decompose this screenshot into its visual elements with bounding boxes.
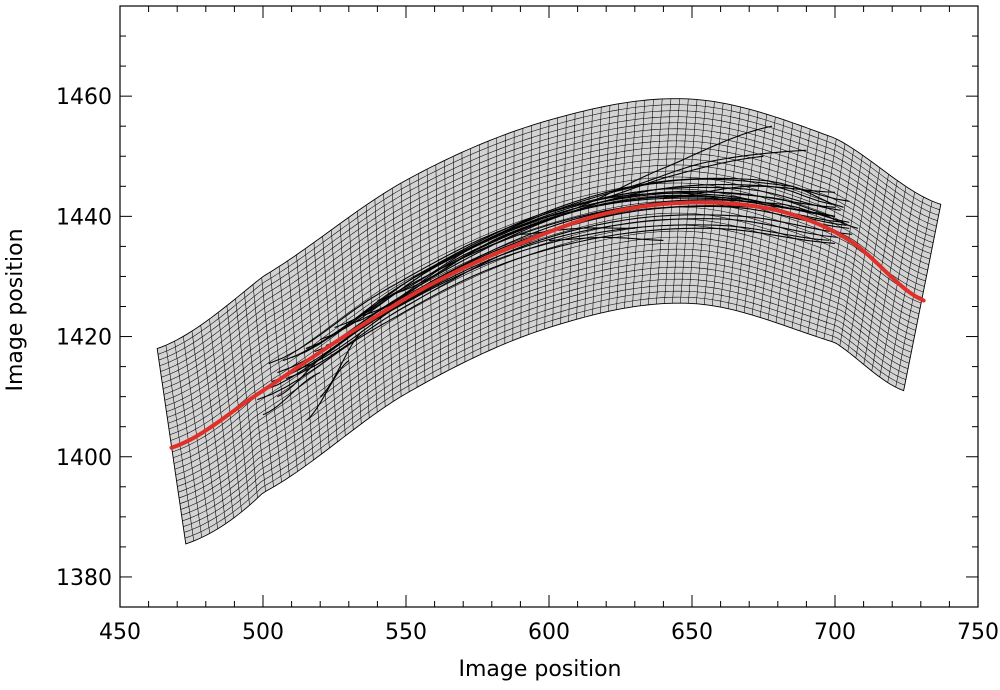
mesh-column-line [711,104,733,306]
mesh-column-line [313,242,330,449]
mesh-column-line [823,149,855,340]
mesh-column-line [261,277,282,483]
y-tick-label: 1380 [56,566,112,591]
mesh-column-line [374,199,386,407]
mesh-column-line [528,125,532,335]
mesh-column-line [322,236,338,443]
y-tick-label: 1400 [56,446,112,471]
trace-line [262,372,321,416]
x-tick-label: 600 [528,620,570,645]
trace-line [520,227,635,235]
mesh-column-line [331,229,346,436]
mesh-column-line [855,174,889,359]
mesh-column-line [815,143,846,337]
trace-line [663,185,836,199]
traces-layer [257,125,859,422]
trace-line [391,196,836,296]
mesh-column-line [640,99,654,306]
x-tick-label: 500 [242,620,284,645]
mesh-column-line [452,156,458,366]
mesh-layer [156,98,942,545]
mesh-column-line [536,122,541,332]
mesh-column-line [512,131,515,341]
x-tick-label: 700 [814,620,856,645]
mesh-column-line [624,101,637,309]
mesh-column-line [365,205,378,413]
mesh-column-line [383,193,394,402]
mesh-column-line [592,107,602,316]
mesh-column-line [871,186,907,372]
mesh-column-line [544,120,550,329]
mesh-column-line [791,132,820,329]
mesh-column-line [243,291,266,492]
trace-line [606,149,807,193]
trace-line [334,178,844,329]
mesh-column-line [743,114,767,313]
y-tick-label: 1420 [56,326,112,351]
mesh-column-line [576,110,585,320]
y-tick-label: 1440 [56,205,112,230]
mesh-column-line [759,119,785,318]
trace-line [577,155,764,205]
mesh-column-line [552,117,558,327]
mesh-column-line [520,128,524,338]
mesh-column-line [751,116,776,316]
trace-line [285,214,853,380]
y-axis-label: Image position [3,228,28,391]
trace-line [319,330,364,398]
mesh-column-line [783,129,811,326]
trace-line [291,186,841,359]
x-axis-label: Image position [458,657,621,682]
mesh-column-line [735,111,759,311]
mesh-column-line [608,103,619,312]
mesh-column-line [831,155,863,342]
trace-line [548,125,773,217]
x-tick-label: 450 [99,620,141,645]
mesh-column-line [839,161,872,346]
x-tick-label: 550 [385,620,427,645]
mesh-column-line [270,271,290,477]
mesh-column-line [584,108,593,318]
mesh-column-line [799,135,828,331]
ticks-layer: 450 500 550 600 650 700 750 1380 1400 1420 1440 146… [56,5,999,645]
x-tick-label: 750 [957,620,999,645]
trace-line [548,236,664,241]
trace-line [277,348,335,398]
mesh-column-line [616,102,628,310]
mesh-column-line [727,109,750,309]
mesh-column-line [252,284,274,487]
y-tick-label: 1460 [56,85,112,110]
mesh-column-line [600,105,611,314]
mesh-column-line [568,113,576,322]
mesh-column-line [235,298,258,499]
mesh-column-line [807,138,837,334]
mesh-column-line [863,180,898,365]
mesh-column-line [296,254,314,461]
mesh-column-line [648,98,663,305]
trace-line [305,360,350,422]
mesh-column-line [304,248,322,455]
mesh-column-line [775,125,802,323]
fit-layer [169,200,926,450]
mesh-column-line [847,167,881,352]
mesh-column-line [487,141,490,351]
trace-line [305,177,850,350]
mesh-column-line [287,260,306,466]
trace-line [377,191,836,302]
mesh-column-line [560,115,567,324]
x-tick-label: 650 [671,620,713,645]
mesh-column-line [632,100,646,307]
mesh-column-line [470,148,474,359]
fit-curve [169,200,926,450]
mesh-column-line [479,144,482,355]
